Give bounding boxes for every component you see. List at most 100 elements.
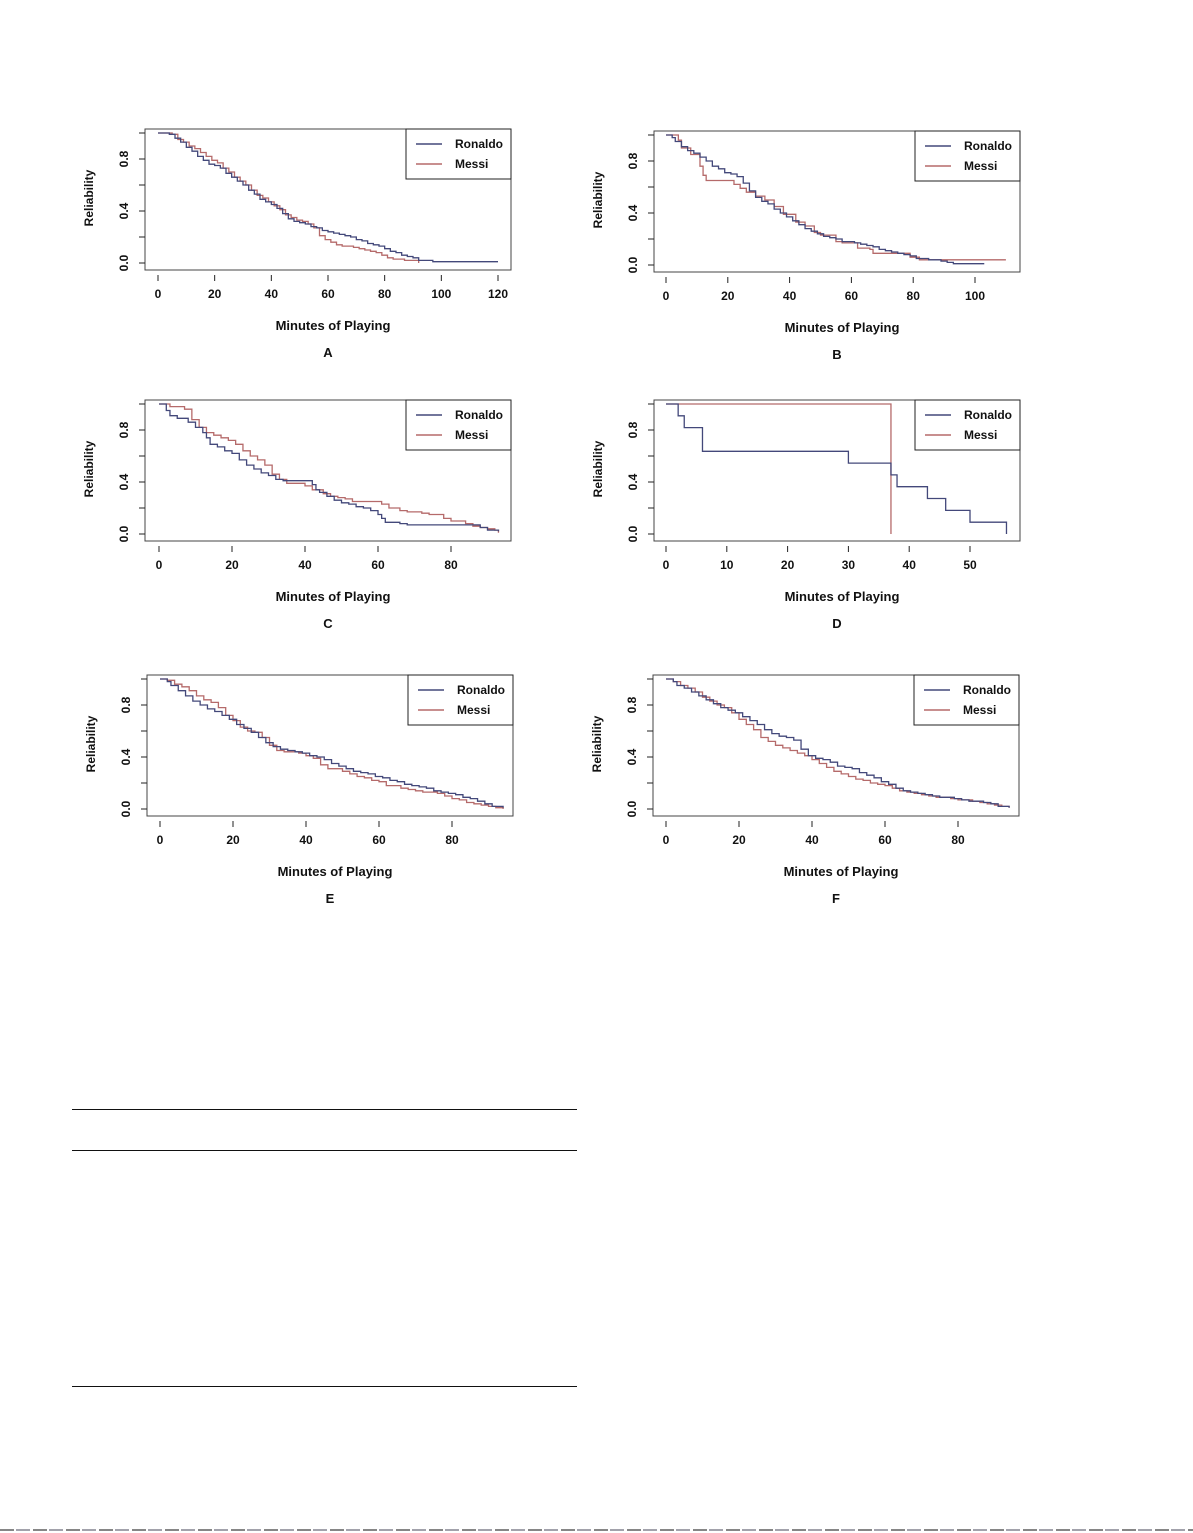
x-tick-label: 30 bbox=[842, 558, 856, 572]
panel-letter: F bbox=[832, 891, 840, 906]
legend-label-messi: Messi bbox=[963, 703, 996, 717]
legend: Ronaldo Messi bbox=[405, 128, 512, 180]
series-line-messi bbox=[159, 403, 500, 533]
y-tick-label: 0.8 bbox=[117, 421, 131, 438]
x-tick-label: 20 bbox=[732, 833, 746, 847]
legend-label-messi: Messi bbox=[964, 428, 997, 442]
legend: Ronaldo Messi bbox=[407, 674, 514, 726]
panel-letter: D bbox=[832, 616, 841, 631]
chart-panel-e: 0.0 0.4 0.8 Reliability 0 20 40 60 80 Minutes of … bbox=[77, 666, 537, 916]
series-line-messi bbox=[666, 134, 1006, 261]
x-axis-label: Minutes of Playing bbox=[784, 864, 899, 879]
y-tick-label: 0.8 bbox=[626, 421, 640, 438]
y-axis-label: Reliability bbox=[84, 715, 98, 772]
y-tick-label: 0.4 bbox=[117, 202, 131, 219]
chart-svg: 0.0 0.4 0.8 Reliability 0 20 40 60 80 Minutes of … bbox=[82, 399, 512, 631]
legend-label-messi: Messi bbox=[457, 703, 490, 717]
legend-label-ronaldo: Ronaldo bbox=[964, 408, 1012, 422]
series-line-ronaldo bbox=[160, 678, 504, 808]
legend-label-ronaldo: Ronaldo bbox=[963, 683, 1011, 697]
x-tick-label: 60 bbox=[371, 558, 385, 572]
x-tick-label: 0 bbox=[155, 287, 162, 301]
x-tick-label: 80 bbox=[445, 833, 459, 847]
plot-frame bbox=[653, 130, 1021, 273]
x-tick-label: 40 bbox=[903, 558, 917, 572]
y-tick-label: 0.4 bbox=[626, 473, 640, 490]
chart-panel-b: 0.0 0.4 0.8 Reliability 0 20 40 60 80 100 Minutes … bbox=[584, 122, 1044, 372]
series-line-messi bbox=[666, 403, 892, 534]
panel-letter: C bbox=[323, 616, 333, 631]
y-axis-label: Reliability bbox=[591, 440, 605, 497]
x-tick-label: 60 bbox=[372, 833, 386, 847]
x-tick-label: 40 bbox=[298, 558, 312, 572]
y-axis-label: Reliability bbox=[591, 171, 605, 228]
x-tick-label: 20 bbox=[226, 833, 240, 847]
chart-panel-a: 0.0 0.4 0.8 Reliability 0 20 40 60 80 100 120 Minut… bbox=[75, 120, 535, 370]
y-tick-label: 0.8 bbox=[117, 150, 131, 167]
x-tick-label: 100 bbox=[431, 287, 451, 301]
x-tick-label: 20 bbox=[721, 289, 735, 303]
series-line-ronaldo bbox=[666, 678, 1010, 808]
plot-frame bbox=[146, 674, 514, 817]
x-tick-label: 10 bbox=[720, 558, 734, 572]
y-tick-label: 0.0 bbox=[625, 800, 639, 817]
chart-panel-c: 0.0 0.4 0.8 Reliability 0 20 40 60 80 Minutes of … bbox=[75, 391, 535, 641]
plot-frame bbox=[144, 399, 512, 542]
legend-label-messi: Messi bbox=[455, 157, 488, 171]
x-tick-label: 20 bbox=[225, 558, 239, 572]
x-tick-label: 40 bbox=[805, 833, 819, 847]
y-tick-label: 0.0 bbox=[626, 525, 640, 542]
x-tick-label: 0 bbox=[157, 833, 164, 847]
y-tick-label: 0.0 bbox=[119, 800, 133, 817]
y-tick-label: 0.4 bbox=[626, 204, 640, 221]
y-axis-label: Reliability bbox=[590, 715, 604, 772]
y-tick-label: 0.0 bbox=[117, 525, 131, 542]
x-tick-label: 0 bbox=[663, 833, 670, 847]
x-axis-label: Minutes of Playing bbox=[276, 318, 391, 333]
x-tick-label: 80 bbox=[378, 287, 392, 301]
y-axis-label: Reliability bbox=[82, 169, 96, 226]
chart-svg: 0.0 0.4 0.8 Reliability 0 20 40 60 80 Minutes of … bbox=[590, 674, 1020, 906]
legend-label-messi: Messi bbox=[455, 428, 488, 442]
plot-frame bbox=[653, 399, 1021, 542]
legend-label-ronaldo: Ronaldo bbox=[457, 683, 505, 697]
legend-label-ronaldo: Ronaldo bbox=[455, 408, 503, 422]
y-tick-label: 0.8 bbox=[626, 152, 640, 169]
chart-panel-f: 0.0 0.4 0.8 Reliability 0 20 40 60 80 Minutes of … bbox=[583, 666, 1043, 916]
x-tick-label: 20 bbox=[781, 558, 795, 572]
plot-frame bbox=[144, 128, 512, 271]
legend-label-ronaldo: Ronaldo bbox=[455, 137, 503, 151]
x-axis-label: Minutes of Playing bbox=[785, 320, 900, 335]
plot-frame bbox=[652, 674, 1020, 817]
legend: Ronaldo Messi bbox=[405, 399, 512, 451]
series-line-ronaldo bbox=[666, 134, 985, 265]
y-tick-label: 0.8 bbox=[119, 696, 133, 713]
legend: Ronaldo Messi bbox=[913, 674, 1020, 726]
series-line-ronaldo bbox=[158, 132, 498, 263]
panel-letter: B bbox=[832, 347, 841, 362]
x-tick-label: 0 bbox=[663, 558, 670, 572]
chart-svg: 0.0 0.4 0.8 Reliability 0 20 40 60 80 100 120 Minut… bbox=[82, 128, 512, 360]
y-tick-label: 0.4 bbox=[119, 748, 133, 765]
panel-letter: A bbox=[323, 345, 333, 360]
legend: Ronaldo Messi bbox=[914, 399, 1021, 451]
x-tick-label: 0 bbox=[663, 289, 670, 303]
x-axis-label: Minutes of Playing bbox=[278, 864, 393, 879]
y-tick-label: 0.4 bbox=[625, 748, 639, 765]
y-axis-label: Reliability bbox=[82, 440, 96, 497]
page-bottom-edge bbox=[0, 1529, 1193, 1531]
x-tick-label: 60 bbox=[878, 833, 892, 847]
x-tick-label: 50 bbox=[963, 558, 977, 572]
table-top-rule bbox=[72, 1109, 577, 1110]
y-tick-label: 0.0 bbox=[117, 254, 131, 271]
x-tick-label: 100 bbox=[965, 289, 985, 303]
x-tick-label: 80 bbox=[444, 558, 458, 572]
x-tick-label: 40 bbox=[299, 833, 313, 847]
table-bottom-rule bbox=[72, 1386, 577, 1387]
y-tick-label: 0.4 bbox=[117, 473, 131, 490]
table-header-rule bbox=[72, 1150, 577, 1151]
x-tick-label: 60 bbox=[845, 289, 859, 303]
x-tick-label: 120 bbox=[488, 287, 508, 301]
x-axis-label: Minutes of Playing bbox=[276, 589, 391, 604]
x-tick-label: 40 bbox=[783, 289, 797, 303]
